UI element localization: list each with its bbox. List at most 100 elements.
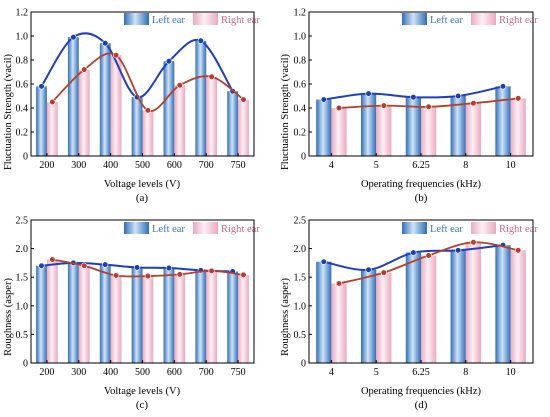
legend-label-left-ear-a: Left ear bbox=[152, 15, 185, 26]
bar-left-ear-b bbox=[316, 99, 332, 156]
legend-d: Left ear Right ear bbox=[402, 222, 538, 235]
bars-c bbox=[36, 259, 249, 363]
point-left-ear-c bbox=[102, 261, 109, 268]
bar-right-ear-d bbox=[331, 283, 347, 363]
ytick-label-d: 1.5 bbox=[294, 273, 307, 284]
xtick-label-c: 750 bbox=[231, 367, 246, 378]
xtick-label-a: 500 bbox=[135, 160, 150, 171]
ytick-label-b: 0.2 bbox=[294, 128, 307, 139]
ytick-label-d: 2.5 bbox=[294, 216, 307, 227]
bar-right-ear-c bbox=[142, 276, 154, 363]
point-right-ear-a bbox=[81, 66, 88, 73]
legend-b: Left ear Right ear bbox=[402, 13, 538, 26]
legend-c: Left ear Right ear bbox=[124, 222, 260, 235]
xtick-label-d: 4 bbox=[329, 367, 334, 378]
legend-swatch-left-ear-b bbox=[402, 13, 427, 25]
bar-left-ear-c bbox=[131, 267, 143, 363]
xtick-label-c: 300 bbox=[71, 367, 86, 378]
point-right-ear-c bbox=[49, 256, 56, 263]
bar-right-ear-b bbox=[421, 106, 437, 156]
xlabel-b: Operating frequencies (kHz) bbox=[361, 179, 482, 190]
point-right-ear-a bbox=[112, 52, 120, 59]
ytick-label-c: 0 bbox=[23, 359, 28, 370]
point-left-ear-b bbox=[320, 96, 327, 103]
bar-left-ear-c bbox=[99, 264, 111, 363]
bar-left-ear-c bbox=[36, 265, 47, 363]
ytick-label-c: 1.0 bbox=[16, 301, 29, 312]
xtick-label-a: 300 bbox=[71, 160, 86, 171]
point-right-ear-a bbox=[240, 96, 247, 103]
xtick-label-b: 10 bbox=[506, 160, 516, 171]
ytick-label-d: 2.0 bbox=[294, 244, 307, 255]
legend-label-left-ear-d: Left ear bbox=[430, 224, 463, 235]
legend-swatch-right-ear-c bbox=[193, 222, 218, 234]
bar-left-ear-d bbox=[360, 269, 377, 363]
ytick-label-b: 1.2 bbox=[294, 8, 307, 19]
xtick-label-c: 600 bbox=[167, 367, 182, 378]
point-right-ear-d bbox=[335, 280, 343, 287]
bar-right-ear-c bbox=[238, 274, 249, 363]
chart-panel-c: Roughness (asper) Voltage levels (V) (c)… bbox=[3, 216, 260, 412]
legend-swatch-left-ear-c bbox=[124, 222, 149, 234]
legend-label-left-ear-c: Left ear bbox=[152, 224, 185, 235]
bar-left-ear-a bbox=[195, 40, 207, 156]
panel-label-d: (d) bbox=[415, 399, 428, 411]
legend-swatch-right-ear-a bbox=[193, 13, 218, 25]
legend-label-right-ear-d: Right ear bbox=[499, 224, 538, 235]
point-left-ear-c bbox=[165, 264, 173, 272]
ytick-label-b: 0.6 bbox=[294, 80, 307, 91]
bar-right-ear-d bbox=[421, 255, 437, 363]
point-right-ear-b bbox=[425, 103, 432, 110]
chart-panel-d: Roughness (asper) Operating frequencies … bbox=[280, 216, 538, 412]
bar-left-ear-d bbox=[316, 261, 332, 363]
panel-label-a: (a) bbox=[136, 192, 149, 204]
ytick-label-d: 0 bbox=[301, 359, 306, 370]
bar-right-ear-a bbox=[46, 102, 58, 156]
point-left-ear-b bbox=[365, 90, 372, 97]
bar-left-ear-b bbox=[405, 97, 421, 156]
bar-left-ear-a bbox=[36, 86, 47, 156]
panel-label-c: (c) bbox=[136, 399, 149, 411]
point-left-ear-d bbox=[455, 247, 462, 254]
bar-left-ear-c bbox=[67, 262, 79, 363]
point-right-ear-b bbox=[515, 95, 522, 102]
xtick-label-d: 10 bbox=[506, 367, 516, 378]
point-left-ear-b bbox=[410, 94, 417, 101]
point-right-ear-c bbox=[81, 262, 88, 269]
point-left-ear-a bbox=[197, 37, 204, 44]
point-right-ear-b bbox=[470, 100, 477, 107]
point-right-ear-d bbox=[380, 269, 387, 276]
bar-right-ear-c bbox=[206, 270, 218, 363]
bar-right-ear-a bbox=[206, 76, 218, 156]
xtick-label-c: 500 bbox=[135, 367, 150, 378]
point-right-ear-d bbox=[425, 252, 432, 259]
xtick-label-b: 5 bbox=[374, 160, 379, 171]
bar-left-ear-c bbox=[227, 271, 239, 363]
ytick-label-d: 1.0 bbox=[294, 301, 307, 312]
xtick-label-c: 400 bbox=[103, 367, 118, 378]
point-left-ear-a bbox=[102, 40, 109, 47]
ytick-label-c: 2.5 bbox=[16, 216, 29, 227]
point-left-ear-b bbox=[499, 83, 507, 90]
chart-panel-b: Fluctuation Strength (vacil) Operating f… bbox=[280, 8, 538, 205]
bar-left-ear-c bbox=[163, 268, 175, 363]
xtick-label-c: 200 bbox=[39, 367, 54, 378]
bar-left-ear-d bbox=[450, 250, 466, 363]
bar-right-ear-a bbox=[142, 110, 154, 156]
bar-right-ear-c bbox=[46, 259, 58, 363]
bars-b bbox=[316, 86, 526, 156]
ytick-label-b: 1.0 bbox=[294, 32, 307, 43]
ylabel-b: Fluctuation Strength (vacil) bbox=[280, 53, 291, 170]
ytick-label-b: 0.4 bbox=[294, 104, 307, 115]
bar-right-ear-c bbox=[174, 274, 186, 363]
xtick-label-a: 400 bbox=[103, 160, 118, 171]
bar-left-ear-a bbox=[163, 61, 175, 157]
point-left-ear-c bbox=[133, 264, 141, 271]
xtick-label-d: 8 bbox=[463, 367, 468, 378]
ytick-label-b: 0 bbox=[301, 152, 306, 163]
bar-right-ear-b bbox=[376, 105, 392, 156]
bars-a bbox=[36, 37, 249, 157]
point-left-ear-a bbox=[165, 58, 173, 65]
